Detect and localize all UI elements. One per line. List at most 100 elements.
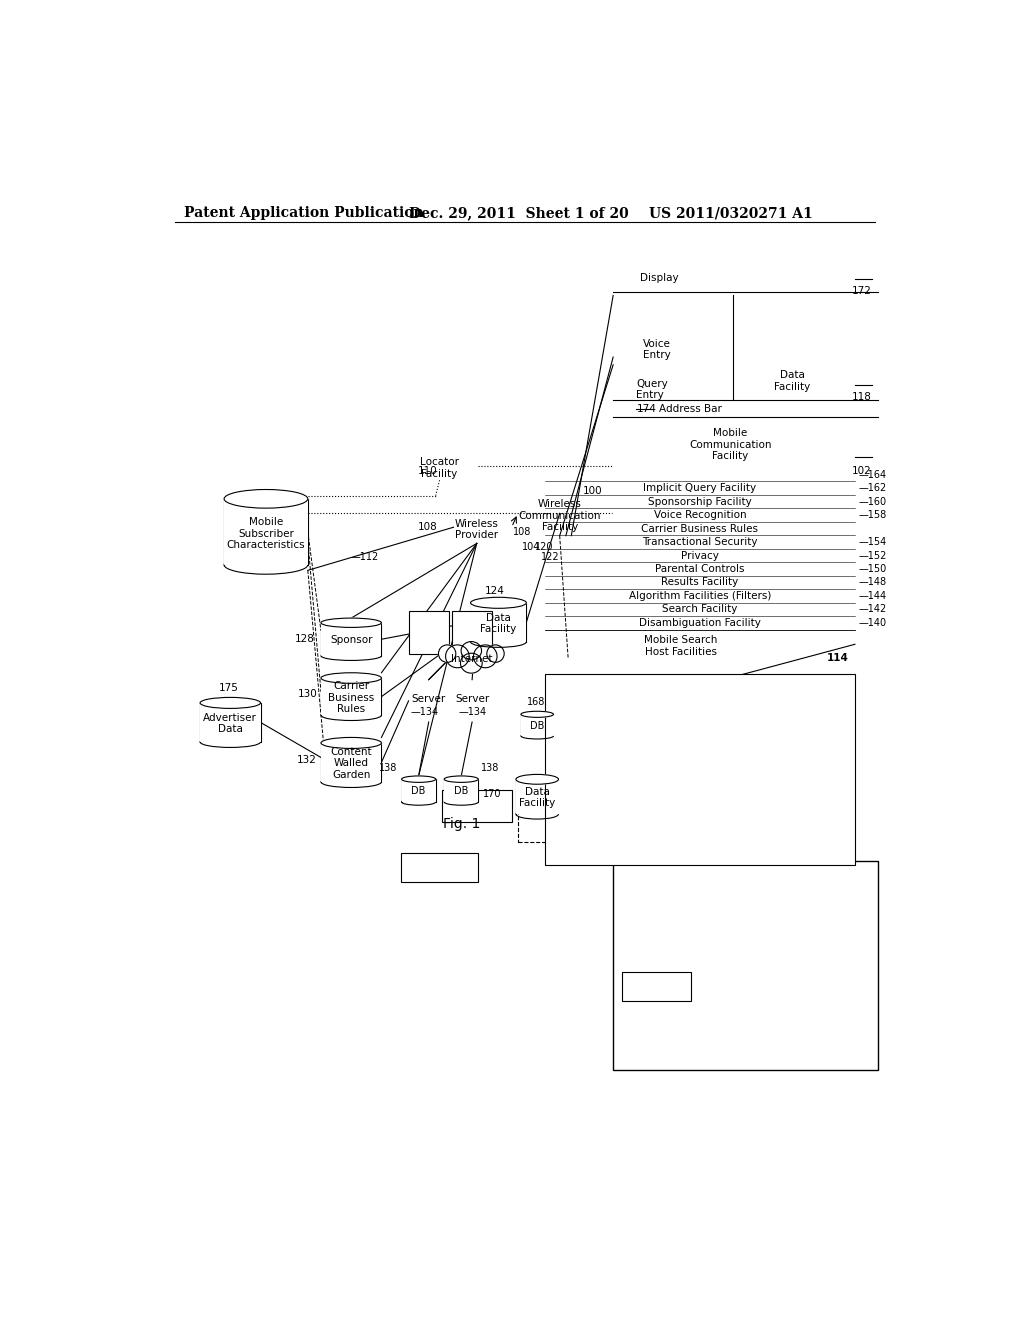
Text: Dec. 29, 2011  Sheet 1 of 20: Dec. 29, 2011 Sheet 1 of 20 [409, 206, 629, 220]
Text: —148: —148 [859, 577, 887, 587]
Ellipse shape [486, 645, 504, 663]
Text: Wireless
Provider: Wireless Provider [455, 519, 499, 540]
Text: —144: —144 [859, 591, 887, 601]
FancyBboxPatch shape [623, 972, 690, 1001]
FancyBboxPatch shape [613, 861, 879, 1071]
Text: 104: 104 [521, 543, 540, 552]
Text: DB: DB [412, 787, 426, 796]
Text: Wireless
Communication
Facility: Wireless Communication Facility [518, 499, 601, 532]
Text: Voice
Entry: Voice Entry [643, 338, 671, 360]
Text: Disambiguation Facility: Disambiguation Facility [639, 618, 761, 628]
FancyBboxPatch shape [452, 611, 493, 653]
Text: 110: 110 [418, 466, 437, 477]
Text: 170: 170 [483, 789, 502, 800]
Text: Data
Facility: Data Facility [480, 612, 516, 634]
Ellipse shape [445, 645, 469, 668]
FancyBboxPatch shape [224, 499, 308, 565]
FancyBboxPatch shape [200, 704, 260, 742]
Text: Data
Facility: Data Facility [774, 370, 810, 392]
Text: US 2011/0320271 A1: US 2011/0320271 A1 [649, 206, 813, 220]
Text: DB: DB [454, 787, 468, 796]
Text: —150: —150 [859, 564, 887, 574]
Text: 132: 132 [297, 755, 317, 766]
Text: 124: 124 [484, 586, 505, 597]
FancyBboxPatch shape [321, 678, 381, 715]
FancyBboxPatch shape [518, 797, 601, 842]
Text: 108: 108 [513, 527, 531, 537]
Ellipse shape [461, 642, 481, 660]
Text: 100: 100 [584, 486, 603, 496]
FancyBboxPatch shape [471, 603, 526, 642]
Ellipse shape [444, 776, 478, 783]
Text: 120: 120 [535, 543, 553, 552]
FancyBboxPatch shape [409, 611, 449, 653]
FancyBboxPatch shape [321, 743, 381, 781]
Text: Transactional Security: Transactional Security [642, 537, 758, 546]
Ellipse shape [321, 618, 381, 627]
FancyBboxPatch shape [321, 623, 381, 656]
Text: 172: 172 [852, 286, 872, 296]
Ellipse shape [516, 775, 558, 784]
Text: Privacy: Privacy [681, 550, 719, 561]
Text: Results Facility: Results Facility [662, 577, 738, 587]
Text: 102: 102 [852, 466, 872, 477]
Text: Voice Recognition: Voice Recognition [653, 510, 746, 520]
Text: —140: —140 [859, 618, 887, 628]
Text: Address Bar: Address Bar [659, 404, 722, 413]
Text: —152: —152 [859, 550, 887, 561]
Text: Mobile
Subscriber
Characteristics: Mobile Subscriber Characteristics [226, 517, 305, 550]
Text: Search Facility: Search Facility [663, 605, 737, 614]
FancyBboxPatch shape [442, 789, 512, 822]
Text: Query
Entry: Query Entry [636, 379, 668, 400]
Text: 168: 168 [526, 697, 545, 708]
Text: —160: —160 [859, 496, 887, 507]
Text: —154: —154 [859, 537, 887, 546]
Text: Carrier Business Rules: Carrier Business Rules [641, 524, 759, 533]
Text: Carrier
Business
Rules: Carrier Business Rules [328, 681, 375, 714]
Text: —158: —158 [859, 510, 887, 520]
Ellipse shape [438, 645, 456, 663]
Text: 138: 138 [480, 763, 499, 774]
Text: DB: DB [530, 721, 545, 731]
Ellipse shape [401, 776, 435, 783]
Ellipse shape [473, 645, 497, 668]
Text: Mobile
Communication
Facility: Mobile Communication Facility [689, 428, 771, 462]
Text: Algorithm Facilities (Filters): Algorithm Facilities (Filters) [629, 591, 771, 601]
FancyBboxPatch shape [545, 675, 855, 866]
Ellipse shape [321, 673, 381, 684]
Ellipse shape [471, 598, 526, 609]
Text: Data
Facility: Data Facility [519, 787, 555, 808]
Text: Sponsorship Facility: Sponsorship Facility [648, 496, 752, 507]
Ellipse shape [521, 711, 554, 717]
Text: Sponsor: Sponsor [330, 635, 373, 645]
Text: 122: 122 [541, 552, 560, 562]
Text: —134: —134 [411, 708, 439, 717]
Text: 128: 128 [295, 635, 314, 644]
Ellipse shape [200, 697, 260, 709]
Text: —142: —142 [859, 605, 887, 614]
Text: Server: Server [412, 694, 445, 704]
Text: Internet: Internet [451, 653, 493, 664]
Text: Fig. 1: Fig. 1 [442, 817, 480, 832]
Text: —112: —112 [350, 552, 379, 562]
FancyBboxPatch shape [444, 779, 478, 803]
FancyBboxPatch shape [516, 779, 558, 814]
Text: —162: —162 [859, 483, 887, 494]
Text: 108: 108 [418, 523, 438, 532]
Text: Implicit Query Facility: Implicit Query Facility [643, 483, 757, 494]
Ellipse shape [321, 738, 381, 748]
Text: 130: 130 [297, 689, 317, 700]
Ellipse shape [461, 653, 482, 673]
Text: Advertiser
Data: Advertiser Data [204, 713, 257, 734]
Text: Locator
Facility: Locator Facility [420, 457, 459, 479]
Text: Mobile Search
Host Facilities: Mobile Search Host Facilities [644, 635, 717, 656]
Text: Patent Application Publication: Patent Application Publication [183, 206, 424, 220]
Text: 175: 175 [219, 684, 239, 693]
Text: 118: 118 [852, 392, 872, 403]
Text: Content
Walled
Garden: Content Walled Garden [331, 747, 372, 780]
Text: —164: —164 [859, 470, 887, 479]
Text: Parental Controls: Parental Controls [655, 564, 744, 574]
FancyBboxPatch shape [521, 714, 554, 737]
FancyBboxPatch shape [400, 853, 478, 882]
Text: 138: 138 [379, 763, 397, 774]
